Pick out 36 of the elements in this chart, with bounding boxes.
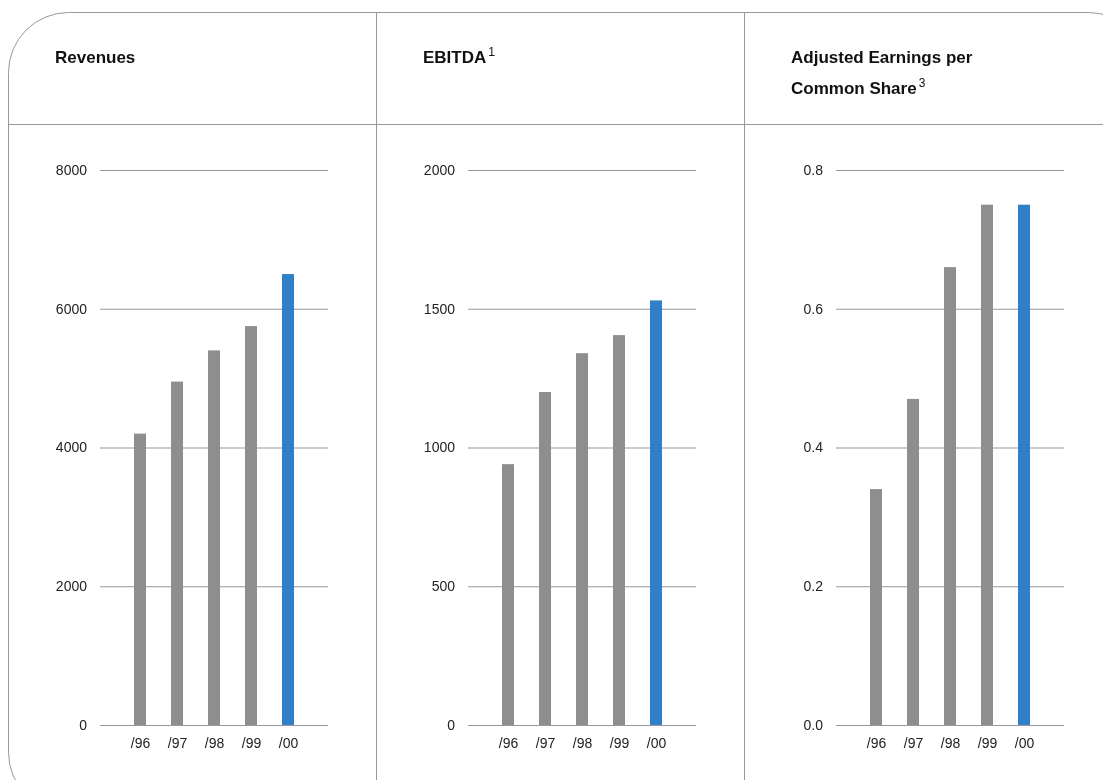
chart-title: Adjusted Earnings per Common Share$^{3}$: [791, 48, 973, 98]
y-tick-label: 0: [447, 716, 456, 733]
x-tick-label: /00: [1014, 734, 1035, 751]
x-tick-label: /98: [940, 734, 961, 751]
x-tick-label: /97: [167, 734, 188, 751]
y-tick-label: 0.2: [803, 578, 824, 595]
x-tick-label: /97: [903, 734, 924, 751]
y-tick-label: 6000: [55, 300, 88, 317]
y-tick-label: 0.8: [803, 161, 824, 178]
y-tick-label: 0: [79, 716, 88, 733]
x-tick-label: /98: [204, 734, 225, 751]
chart-title: Revenues: [55, 48, 136, 67]
x-tick-label: /00: [646, 734, 667, 751]
x-tick-label: /99: [241, 734, 262, 751]
y-tick-label: 0.4: [803, 439, 824, 456]
bar: [282, 274, 294, 725]
bar: [1018, 204, 1030, 725]
x-tick-label: /96: [866, 734, 887, 751]
y-tick-label: 500: [431, 578, 456, 595]
x-tick-label: /96: [498, 734, 519, 751]
y-tick-label: 0.0: [803, 716, 824, 733]
y-tick-label: 2000: [423, 161, 456, 178]
y-tick-label: 8000: [55, 161, 88, 178]
y-tick-label: 4000: [55, 439, 88, 456]
chart-title: EBITDA$^{1}$: [423, 45, 496, 67]
x-tick-label: /97: [535, 734, 556, 751]
x-tick-label: /99: [977, 734, 998, 751]
bar: [650, 300, 662, 725]
x-tick-label: /00: [278, 734, 299, 751]
x-tick-label: /98: [572, 734, 593, 751]
x-tick-label: /96: [130, 734, 151, 751]
y-tick-label: 2000: [55, 578, 88, 595]
y-tick-label: 1500: [423, 300, 456, 317]
y-tick-label: 0.6: [803, 300, 824, 317]
y-tick-label: 1000: [423, 439, 456, 456]
x-tick-label: /99: [609, 734, 630, 751]
